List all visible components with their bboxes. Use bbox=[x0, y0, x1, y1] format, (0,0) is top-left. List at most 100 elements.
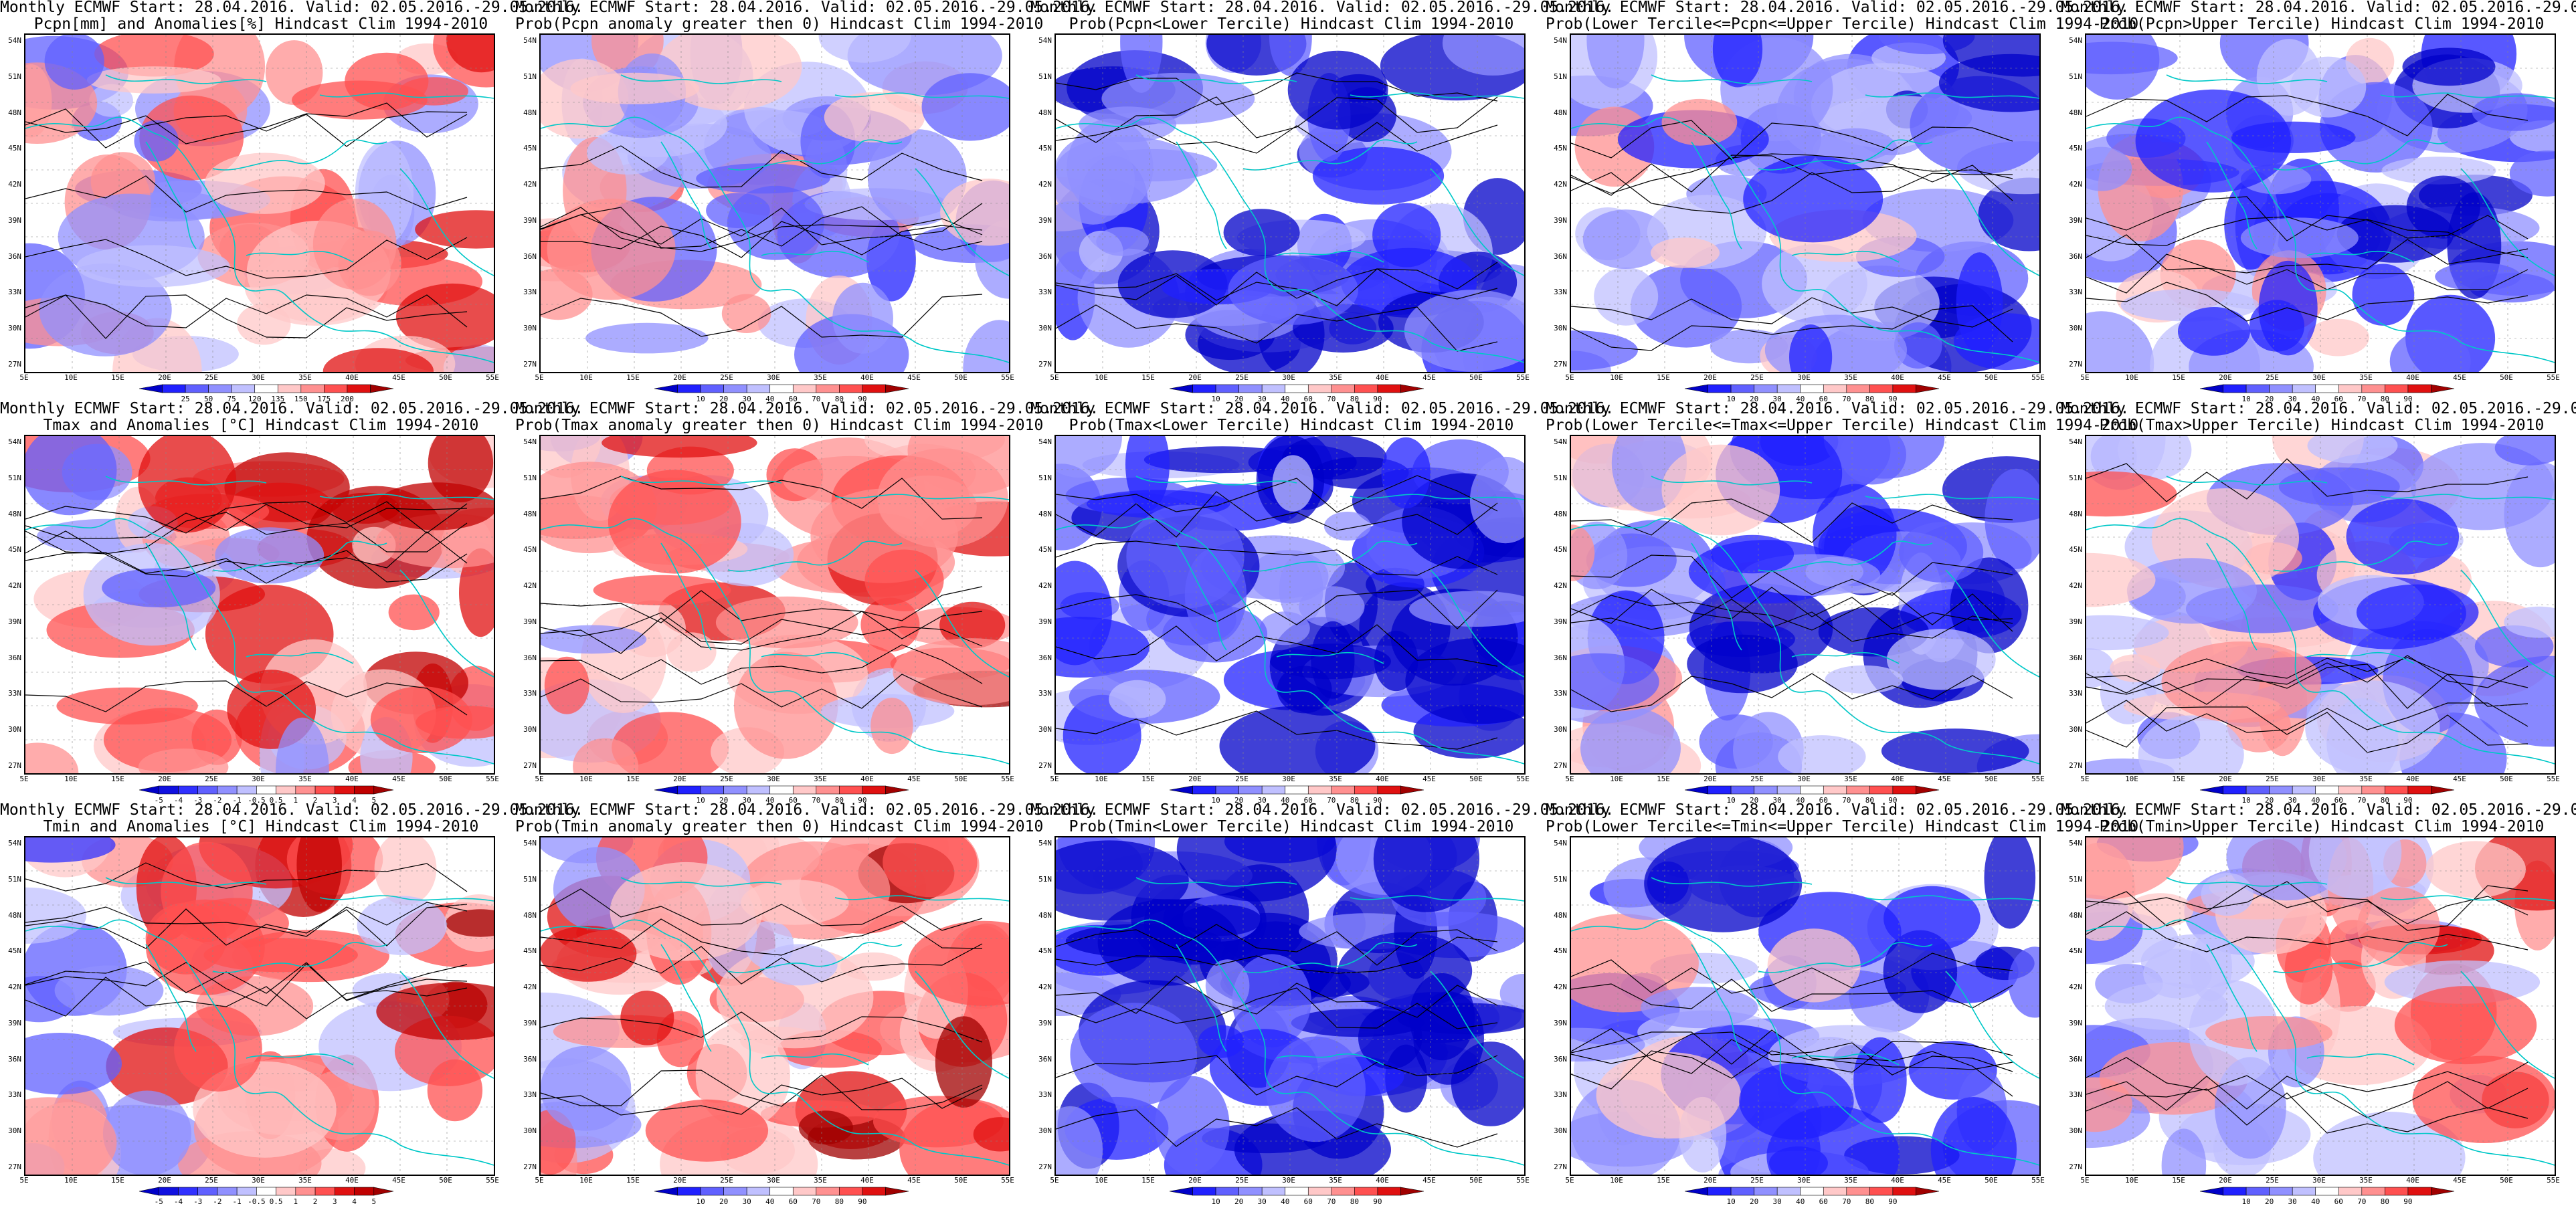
shaded-region bbox=[2201, 873, 2254, 916]
shaded-region bbox=[388, 594, 440, 631]
contour-line bbox=[25, 902, 468, 937]
lat-label: 39N bbox=[1038, 215, 1052, 225]
lon-label: 25E bbox=[2266, 1176, 2279, 1185]
shaded-region bbox=[832, 282, 893, 354]
colorbar-tick-label: 60 bbox=[2334, 796, 2343, 805]
lat-label: 51N bbox=[1038, 874, 1052, 884]
map-svg bbox=[541, 837, 1009, 1175]
lon-label: 35E bbox=[2359, 1176, 2373, 1185]
coastline bbox=[1758, 942, 1933, 973]
lon-label: 45E bbox=[2453, 1176, 2466, 1185]
lon-label: 55E bbox=[486, 775, 499, 783]
lat-label: 30N bbox=[523, 725, 537, 734]
lon-label: 15E bbox=[1141, 373, 1155, 382]
contour-line bbox=[2086, 706, 2528, 753]
lat-label: 45N bbox=[2069, 144, 2082, 153]
contour-line bbox=[1056, 540, 1498, 576]
lon-label: 15E bbox=[2172, 1176, 2185, 1185]
map-panel: Monthly ECMWF Start: 28.04.2016. Valid: … bbox=[515, 0, 1099, 403]
contour-line bbox=[25, 862, 468, 892]
contour-line bbox=[25, 512, 468, 555]
shaded-region bbox=[1312, 146, 1445, 205]
contour-line bbox=[2086, 1076, 2528, 1118]
colorbar-swatch bbox=[677, 384, 701, 393]
panel-title-line2: Prob(Tmin>Upper Tercile) Hindcast Clim 1… bbox=[2099, 818, 2545, 835]
lon-label: 20E bbox=[158, 1176, 171, 1185]
colorbar-swatch bbox=[862, 1187, 886, 1196]
lon-label: 40E bbox=[345, 775, 359, 783]
contour-line bbox=[2086, 881, 2528, 924]
contour-line bbox=[1571, 297, 2013, 328]
colorbar-swatch bbox=[792, 1187, 817, 1196]
shaded-region bbox=[2389, 329, 2471, 372]
contour-line bbox=[1056, 1055, 1498, 1096]
lon-label: 25E bbox=[720, 1176, 733, 1185]
lon-label: 55E bbox=[1001, 1176, 1014, 1185]
contour-line bbox=[2086, 254, 2528, 294]
lon-label: 5E bbox=[19, 373, 29, 382]
coastline bbox=[1651, 877, 1813, 887]
coastline bbox=[1791, 1053, 1900, 1066]
shaded-region bbox=[2135, 89, 2292, 193]
colorbar-swatch bbox=[1331, 384, 1355, 393]
colorbar-tick-label: 70 bbox=[2357, 796, 2367, 805]
colorbar-tick-label: -1 bbox=[232, 796, 242, 805]
lon-label: 45E bbox=[907, 775, 921, 783]
shaded-region bbox=[1109, 680, 1166, 718]
shaded-region bbox=[1232, 954, 1311, 1047]
colorbar-tick-label: 5 bbox=[371, 1197, 377, 1206]
colorbar-swatch bbox=[1307, 384, 1332, 393]
panel-title-line2: Pcpn[mm] and Anomalies[%] Hindcast Clim … bbox=[33, 15, 488, 33]
colorbar-tick-label: 0.5 bbox=[269, 796, 283, 805]
colorbar-swatch bbox=[2315, 1187, 2339, 1196]
colorbar-swatch bbox=[862, 785, 886, 795]
colorbar-swatch bbox=[2385, 384, 2409, 393]
coastline bbox=[25, 518, 494, 765]
map-svg bbox=[2086, 35, 2555, 372]
shaded-region bbox=[610, 862, 763, 961]
coastline bbox=[541, 518, 1009, 765]
colorbar-swatch bbox=[1776, 1187, 1801, 1196]
colorbar-tick-label: 60 bbox=[2334, 1197, 2343, 1206]
colorbar-swatch bbox=[1823, 785, 1847, 795]
lat-label: 39N bbox=[523, 617, 537, 626]
colorbar-swatch bbox=[158, 785, 179, 795]
contour-line bbox=[541, 207, 983, 251]
shaded-region bbox=[296, 837, 342, 912]
colorbar-tick-label: 20 bbox=[1750, 1197, 1759, 1206]
coastline bbox=[1135, 476, 1297, 486]
colorbar-tick-label: 60 bbox=[1303, 1197, 1313, 1206]
map-panel: Monthly ECMWF Start: 28.04.2016. Valid: … bbox=[2061, 801, 2576, 1206]
contour-line bbox=[2086, 911, 2528, 952]
coastline bbox=[1243, 942, 1418, 973]
contour-line bbox=[541, 888, 983, 931]
coastline bbox=[1691, 141, 1742, 249]
coastline bbox=[1945, 569, 2039, 678]
lon-label: 55E bbox=[486, 1176, 499, 1185]
colorbar-svg bbox=[139, 785, 394, 795]
lat-label: 36N bbox=[523, 653, 537, 662]
contour-line bbox=[1571, 592, 2013, 632]
colorbar-swatch bbox=[816, 384, 840, 393]
colorbar-tick-label: 90 bbox=[858, 1197, 867, 1206]
contour-line bbox=[2086, 94, 2528, 136]
panel-title-line2: Prob(Pcpn anomaly greater then 0) Hindca… bbox=[515, 15, 1044, 33]
lon-label: 50E bbox=[1469, 775, 1483, 783]
lon-label: 20E bbox=[2219, 1176, 2232, 1185]
lon-label: 30E bbox=[2312, 373, 2326, 382]
shaded-region bbox=[541, 625, 647, 654]
colorbar bbox=[1677, 384, 1947, 393]
lon-label: 50E bbox=[2500, 373, 2513, 382]
contour-line bbox=[25, 501, 468, 534]
lon-label: 30E bbox=[1797, 373, 1811, 382]
lat-label: 45N bbox=[8, 545, 21, 555]
coastline bbox=[105, 476, 267, 486]
panel-title-line2: Tmin and Anomalies [°C] Hindcast Clim 19… bbox=[43, 818, 479, 835]
colorbar-tick-label: 120 bbox=[248, 395, 262, 403]
contour-line bbox=[1571, 599, 2013, 642]
shaded-region bbox=[2086, 35, 2160, 100]
colorbar-swatch bbox=[2292, 785, 2316, 795]
contour-line bbox=[1571, 172, 2013, 214]
colorbar-swatch bbox=[746, 1187, 771, 1196]
panel-title-line2: Prob(Tmax<Lower Tercile) Hindcast Clim 1… bbox=[1069, 417, 1514, 434]
